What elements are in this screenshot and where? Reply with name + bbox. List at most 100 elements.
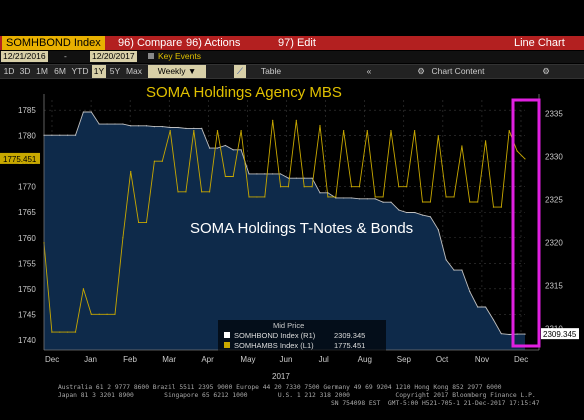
table-button[interactable]: Table	[260, 66, 282, 76]
bonds-point	[264, 173, 266, 175]
mbs-point	[327, 196, 329, 198]
right-last-value-tag: 2309.345	[541, 328, 579, 340]
bonds-point	[240, 149, 242, 151]
x-axis-label: 2017	[272, 372, 290, 381]
period-max[interactable]: Max	[125, 66, 143, 76]
bonds-point	[295, 177, 297, 179]
period-6m[interactable]: 6M	[54, 66, 66, 76]
bonds-point	[319, 192, 321, 194]
bonds-point	[311, 177, 313, 179]
mbs-point	[114, 313, 116, 315]
compare-button[interactable]: 96) Compare	[118, 37, 183, 49]
mbs-point	[145, 221, 148, 224]
ticker-label[interactable]: SOMHBOND Index	[2, 36, 105, 50]
bonds-point	[508, 333, 510, 336]
end-date-input[interactable]: 12/20/2017	[90, 51, 137, 62]
actions-button[interactable]: 96) Actions	[186, 37, 241, 49]
bonds-point	[343, 197, 345, 199]
date-dash: -	[64, 51, 67, 61]
chart-content-button[interactable]: Chart Content	[431, 66, 485, 76]
mbs-point	[264, 196, 266, 198]
left-tick-label: 1750	[18, 285, 36, 294]
start-date-input[interactable]: 12/21/2016	[1, 51, 48, 62]
mbs-point	[138, 221, 140, 224]
bonds-series-line	[44, 111, 525, 335]
mbs-point	[484, 140, 487, 142]
legend-label-bonds: SOMHBOND Index (R1)	[234, 331, 316, 340]
view-label: Line Chart	[514, 37, 565, 49]
bonds-point	[374, 198, 376, 200]
mbs-point	[461, 145, 463, 147]
bonds-point	[390, 201, 392, 203]
mbs-point	[295, 119, 297, 122]
period-1y[interactable]: 1Y	[92, 65, 106, 78]
bonds-point	[67, 134, 69, 136]
checkbox-icon[interactable]	[148, 53, 154, 59]
bonds-point	[484, 306, 487, 308]
bonds-point	[421, 214, 424, 216]
mbs-point	[469, 201, 471, 203]
annotation-mbs: SOMA Holdings Agency MBS	[146, 84, 342, 101]
left-tick-label: 1745	[18, 310, 36, 319]
date-range-bar: 12/21/2016 - 12/20/2017 Key Events	[0, 51, 584, 63]
right-last-value: 2309.345	[543, 330, 577, 339]
mbs-point	[224, 175, 226, 178]
bonds-point	[437, 229, 439, 231]
mbs-point	[477, 201, 479, 203]
bonds-point	[248, 173, 250, 175]
x-tick-label: Oct	[436, 355, 449, 364]
collapse-icon[interactable]: «	[366, 66, 372, 76]
chevron-down-icon: ▼	[187, 66, 197, 76]
bonds-point	[43, 134, 45, 136]
mbs-point	[153, 160, 155, 162]
bonds-point	[469, 290, 471, 293]
bonds-point	[138, 125, 140, 127]
mbs-point	[406, 186, 408, 188]
period-ytd[interactable]: YTD	[71, 66, 89, 76]
mbs-point	[279, 186, 282, 188]
bonds-point	[153, 126, 155, 128]
period-5y[interactable]: 5Y	[109, 66, 121, 76]
x-tick-label: Dec	[514, 355, 528, 364]
bonds-point	[82, 111, 85, 113]
settings-icon[interactable]: ⚙	[542, 66, 550, 76]
left-tick-label: 1785	[18, 106, 36, 115]
mbs-point	[74, 331, 77, 333]
mbs-point	[453, 196, 455, 198]
right-tick-label: 2330	[545, 153, 563, 162]
x-tick-label: Dec	[45, 355, 59, 364]
bonds-point	[358, 198, 361, 200]
period-3d[interactable]: 3D	[19, 66, 31, 76]
legend-title: Mid Price	[273, 321, 304, 330]
mbs-point	[177, 191, 179, 193]
chart-area: 1740174517501755176017651770177517801785…	[0, 80, 584, 388]
legend-value-bonds: 2309.345	[334, 331, 365, 340]
left-tick-label: 1755	[18, 259, 36, 268]
right-tick-label: 2315	[545, 282, 563, 291]
mbs-point	[319, 124, 321, 127]
key-events-toggle[interactable]: Key Events	[158, 51, 201, 61]
line-chart-icon[interactable]: ⟋	[234, 65, 246, 78]
frequency-select[interactable]: Weekly ▼	[148, 65, 206, 78]
mbs-point	[106, 313, 108, 315]
bonds-point	[453, 269, 455, 271]
annotation-bonds: SOMA Holdings T-Notes & Bonds	[190, 220, 413, 237]
period-1d[interactable]: 1D	[3, 66, 15, 76]
mbs-point	[437, 135, 439, 137]
bonds-point	[208, 147, 211, 149]
bonds-point	[335, 197, 337, 199]
mbs-point	[130, 170, 132, 173]
mbs-point	[287, 186, 290, 188]
function-bar: SOMHBOND Index 96) Compare 96) Actions 9…	[0, 36, 584, 50]
mbs-point	[374, 196, 376, 198]
mbs-point	[122, 237, 124, 239]
mbs-series-line	[43, 120, 526, 333]
period-1m[interactable]: 1M	[36, 66, 48, 76]
mbs-point	[169, 130, 171, 132]
bonds-point	[477, 306, 479, 308]
edit-button[interactable]: 97) Edit	[278, 37, 316, 49]
mbs-point	[508, 130, 510, 132]
x-tick-label: May	[240, 355, 255, 364]
mbs-point	[358, 186, 361, 188]
chart-content-icon: ⚙	[417, 66, 425, 76]
